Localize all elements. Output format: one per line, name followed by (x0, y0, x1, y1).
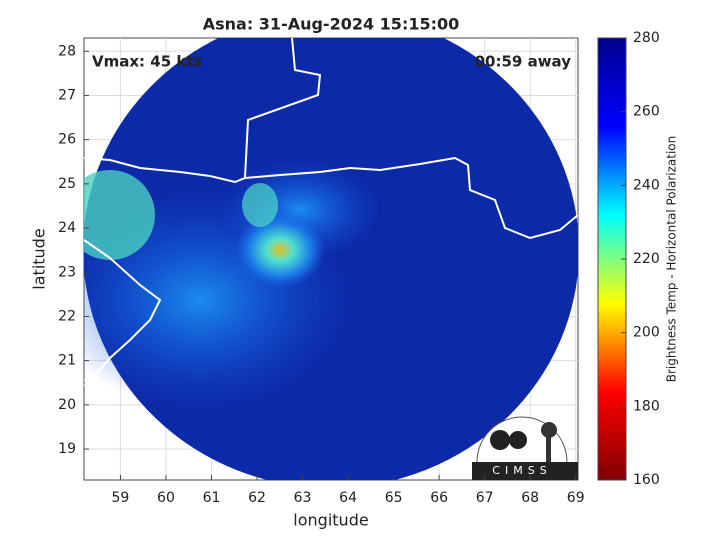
x-tick-label: 65 (385, 490, 403, 506)
storm-band (242, 183, 278, 227)
storm-core (235, 212, 325, 288)
colorbar-tick-label: 280 (633, 30, 660, 46)
colorbar-tick-label: 240 (633, 177, 660, 193)
annotation: 00:59 away (475, 53, 572, 71)
coastline (84, 38, 578, 402)
colorbar-tick-label: 220 (633, 251, 660, 267)
x-tick-label: 64 (339, 490, 357, 506)
colorbar-tick-label: 200 (633, 325, 660, 341)
colorbar-tick-label: 180 (633, 398, 660, 414)
logo-text: CIMSS (492, 464, 551, 477)
y-tick-label: 24 (58, 220, 76, 236)
y-tick-label: 27 (58, 87, 76, 103)
x-tick-label: 61 (203, 490, 221, 506)
y-tick-label: 26 (58, 132, 76, 148)
colorbar-tick-label: 260 (633, 104, 660, 120)
x-tick-label: 69 (567, 490, 585, 506)
colorbar-label: Brightness Temp - Horizontal Polarizatio… (665, 136, 679, 383)
y-tick-label: 22 (58, 308, 76, 324)
annotation: Vmax: 45 kts (92, 53, 202, 71)
y-tick-label: 20 (58, 397, 76, 413)
x-tick-label: 62 (248, 490, 266, 506)
colorbar-tick-label: 160 (633, 472, 660, 488)
x-tick-label: 59 (112, 490, 130, 506)
y-tick-label: 25 (58, 176, 76, 192)
y-tick-label: 21 (58, 353, 76, 369)
y-axis-label: latitude (30, 228, 49, 289)
x-axis-label: longitude (293, 511, 368, 530)
x-tick-label: 60 (157, 490, 175, 506)
y-tick-label: 28 (58, 43, 76, 59)
y-tick-label: 19 (58, 441, 76, 457)
y-tick-label: 23 (58, 264, 76, 280)
x-tick-label: 67 (476, 490, 494, 506)
cloud-band (84, 170, 155, 260)
x-tick-label: 68 (521, 490, 539, 506)
x-tick-label: 63 (294, 490, 312, 506)
x-tick-label: 66 (430, 490, 448, 506)
swath: CIMSS (84, 38, 578, 480)
chart-title: Asna: 31-Aug-2024 15:15:00 (203, 15, 460, 34)
logo: CIMSS (472, 416, 578, 480)
